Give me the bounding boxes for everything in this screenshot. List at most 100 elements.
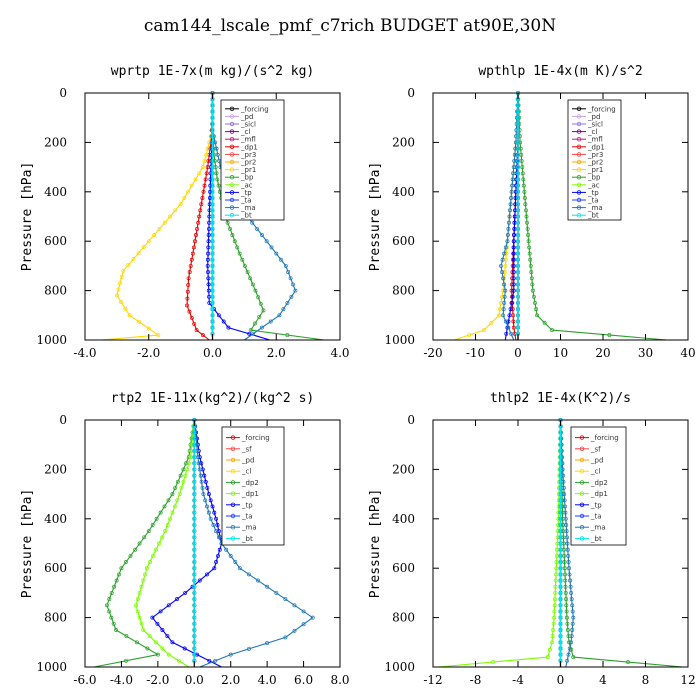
series-marker-bp [542,320,547,325]
series-marker-tp [165,634,170,639]
series-marker-ma [201,492,206,497]
series-marker-ma [288,276,293,281]
series-marker-bp [521,183,526,188]
series-marker-ma [508,202,513,207]
series-marker-tp [511,239,516,244]
series-marker-ma [513,146,518,151]
series-marker-ma [289,294,294,299]
legend-entry: _forcing [240,105,269,113]
series-marker-ma [566,652,571,657]
legend: _forcing_pd_sicl_cl_mfl_dp1_pr3_pr2_pr1_… [220,99,285,221]
series-marker-bp [258,301,263,306]
y-tick-label: 200 [44,135,67,149]
series-marker-tp [208,189,213,194]
series-marker-bt [210,282,215,287]
series-marker-bt [516,134,520,139]
legend-entry: _ta [240,197,252,205]
series-marker-bt [558,603,563,608]
series-marker-ma [213,140,218,145]
series-marker-tp [511,270,516,275]
series-marker-dp2 [162,504,167,509]
series-marker-tp [510,294,515,299]
legend-marker [229,152,235,157]
series-marker-bt [516,233,520,237]
legend-marker [229,167,235,172]
series-marker-ma [251,331,256,336]
series-marker-ma [246,646,251,651]
series-marker-bp [527,245,532,250]
series-marker-bt [558,652,563,657]
series-marker-pr1 [500,294,505,299]
series-marker-ma [213,658,218,663]
series-marker-tp [203,479,208,484]
series-marker-tp [208,498,213,503]
legend-entry: _pr3 [587,151,603,159]
legend-entry: _pd [587,113,600,121]
series-marker-dp2 [181,467,186,472]
series-marker-bt [210,196,215,200]
y-tick-label: 800 [44,284,67,298]
series-marker-ma [506,226,511,231]
series-marker-bp [215,177,220,182]
legend-marker [229,129,235,134]
series-marker-bt [210,171,215,176]
series-marker-dp1 [185,289,190,294]
series-marker-dp2 [564,609,569,614]
series-marker-dp2 [112,584,117,589]
legend-entry: _bt [590,535,602,543]
series-marker-ma [569,590,574,595]
series-marker-dp1 [550,634,555,639]
series-marker-dp2 [117,572,121,577]
series-marker-dp2 [155,652,160,657]
y-tick-label: 600 [44,561,67,575]
legend-entry: _tp [240,189,252,197]
series-marker-dp1 [185,467,189,472]
series-marker-bt [210,214,215,219]
series-marker-ma [196,461,201,466]
series-marker-bp [261,308,266,313]
series-marker-dp2 [109,590,114,595]
y-tick-label: 800 [392,611,415,625]
series-marker-tp [509,300,514,305]
legend-marker [229,197,235,203]
series-marker-tp [206,288,211,293]
plot-frame [84,419,341,668]
series-marker-dp2 [158,510,163,515]
series-marker-pr1 [116,287,121,292]
series-marker-bp [530,282,535,287]
series-marker-ma [566,560,571,564]
series-marker-tp [511,245,516,250]
series-marker-tp [166,603,171,608]
series-marker-dp1 [191,245,196,250]
series-marker-ma [256,578,260,583]
legend-marker [576,136,582,142]
series-marker-dp1 [202,183,207,188]
series-marker-ma [285,300,290,305]
legend-marker [229,106,235,111]
legend-entry: _ta [590,513,602,521]
series-marker-dp1 [160,646,165,651]
series-marker-bp [235,245,240,250]
series-marker-dp1 [166,652,171,657]
series-marker-ma [237,566,242,571]
series-marker-dp2 [137,541,142,546]
series-marker-dp1 [195,226,200,231]
series-marker-bt [558,646,563,651]
series-marker-dp2 [109,615,114,620]
x-tick-label: -10 [466,346,485,360]
series-marker-ma [215,152,220,157]
legend-entry: _pr2 [587,159,603,167]
legend-marker [230,469,236,474]
series-marker-dp1 [144,566,149,571]
x-tick-label: -4.0 [73,346,96,360]
legend-marker [229,212,235,218]
legend-marker [230,525,236,530]
series-marker-dp1 [203,177,208,182]
series-marker-tp [206,270,210,275]
series-marker-bt [558,442,563,447]
series-marker-bt [516,128,520,133]
series-marker-bt [210,233,215,237]
legend-entry: _bp [240,174,254,182]
series-marker-pr1 [497,307,502,312]
series-marker-bp [534,307,539,312]
